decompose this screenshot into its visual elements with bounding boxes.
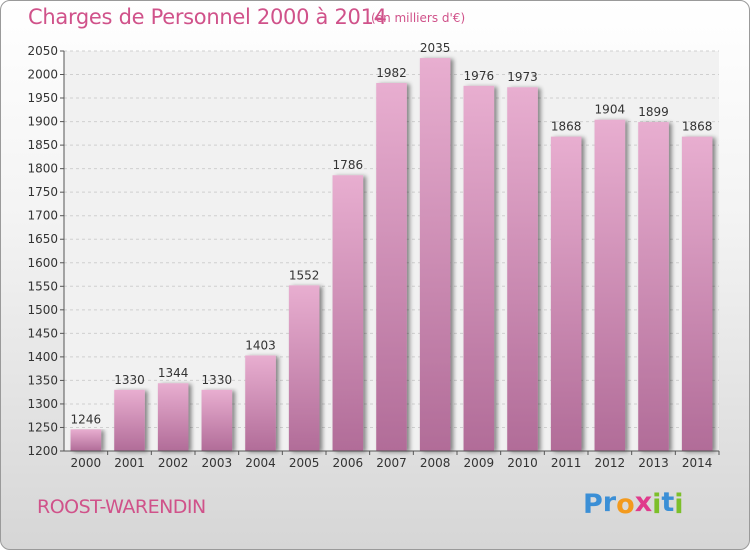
y-tick-label: 1600 <box>27 256 58 270</box>
bar <box>114 389 145 451</box>
x-tick-label: 2004 <box>245 456 276 470</box>
x-tick-label: 2006 <box>333 456 364 470</box>
x-tick-label: 2001 <box>114 456 145 470</box>
y-tick-label: 1700 <box>27 209 58 223</box>
bar-value-label: 1330 <box>202 373 233 387</box>
bar-value-label: 1246 <box>71 412 102 426</box>
y-tick-label: 1650 <box>27 232 58 246</box>
x-tick-label: 2000 <box>71 456 102 470</box>
y-tick-label: 1500 <box>27 303 58 317</box>
y-tick-label: 2000 <box>27 68 58 82</box>
bar <box>201 389 233 451</box>
bar-value-label: 1786 <box>333 158 364 172</box>
y-tick-label: 1750 <box>27 185 58 199</box>
x-tick-label: 2009 <box>464 456 495 470</box>
x-tick-label: 2007 <box>376 456 407 470</box>
bar <box>681 136 713 451</box>
x-tick-label: 2010 <box>507 456 538 470</box>
x-tick-label: 2011 <box>551 456 582 470</box>
bar <box>638 122 669 451</box>
x-tick-label: 2003 <box>202 456 233 470</box>
chart-subtitle: (en milliers d'€) <box>371 11 466 25</box>
bar <box>419 58 451 451</box>
bar-value-label: 1403 <box>245 338 276 352</box>
y-tick-label: 1550 <box>27 279 58 293</box>
y-tick-label: 1250 <box>27 420 58 434</box>
bar <box>376 83 407 451</box>
bar <box>332 175 364 451</box>
x-tick-label: 2013 <box>638 456 669 470</box>
bar-value-label: 1552 <box>289 268 320 282</box>
bar <box>288 285 320 451</box>
x-tick-label: 2005 <box>289 456 320 470</box>
bar-value-label: 1973 <box>507 70 538 84</box>
bar-value-label: 1344 <box>158 366 189 380</box>
x-tick-label: 2012 <box>595 456 626 470</box>
bar <box>157 383 189 451</box>
y-tick-label: 1300 <box>27 397 58 411</box>
logo-letter: r <box>602 487 617 518</box>
logo-letter: i <box>674 489 684 520</box>
logo-letter: o <box>616 489 635 520</box>
y-tick-label: 2050 <box>27 44 58 58</box>
y-tick-label: 1200 <box>27 444 58 458</box>
y-tick-label: 1950 <box>27 91 58 105</box>
chart-title: Charges de Personnel 2000 à 2014 <box>28 5 387 29</box>
y-tick-label: 1800 <box>27 162 58 176</box>
x-tick-label: 2008 <box>420 456 451 470</box>
bar <box>550 136 582 451</box>
proxiti-logo: Proxiti <box>583 487 684 520</box>
axis-layer <box>60 50 720 455</box>
x-tick-label: 2002 <box>158 456 189 470</box>
bar <box>245 355 276 451</box>
bar-value-label: 1982 <box>376 66 407 80</box>
bar <box>463 85 495 451</box>
bar <box>507 87 538 451</box>
bar-value-label: 1868 <box>682 120 713 134</box>
bar-value-label: 1976 <box>464 69 495 83</box>
logo-letter: t <box>661 487 675 518</box>
bars-layer <box>70 58 713 452</box>
bar <box>70 429 102 451</box>
y-tick-label: 1900 <box>27 115 58 129</box>
bar-value-label: 1330 <box>114 373 145 387</box>
bar-value-label: 1899 <box>638 105 669 119</box>
y-tick-label: 1850 <box>27 138 58 152</box>
bar <box>594 119 626 452</box>
x-tick-label: 2014 <box>682 456 713 470</box>
y-tick-label: 1400 <box>27 350 58 364</box>
y-tick-label: 1350 <box>27 373 58 387</box>
y-tick-label: 1450 <box>27 326 58 340</box>
bar-value-label: 1868 <box>551 120 582 134</box>
labels-layer: 1200 1250 1300 1350 1400 1450 1500 1550 1600 1650… <box>27 41 712 470</box>
bar-value-label: 1904 <box>595 103 626 117</box>
logo-letter: i <box>652 489 662 520</box>
bar-value-label: 2035 <box>420 41 451 55</box>
logo-letter: P <box>583 489 603 520</box>
logo-letter: x <box>634 487 653 518</box>
city-name: ROOST-WARENDIN <box>37 496 206 518</box>
